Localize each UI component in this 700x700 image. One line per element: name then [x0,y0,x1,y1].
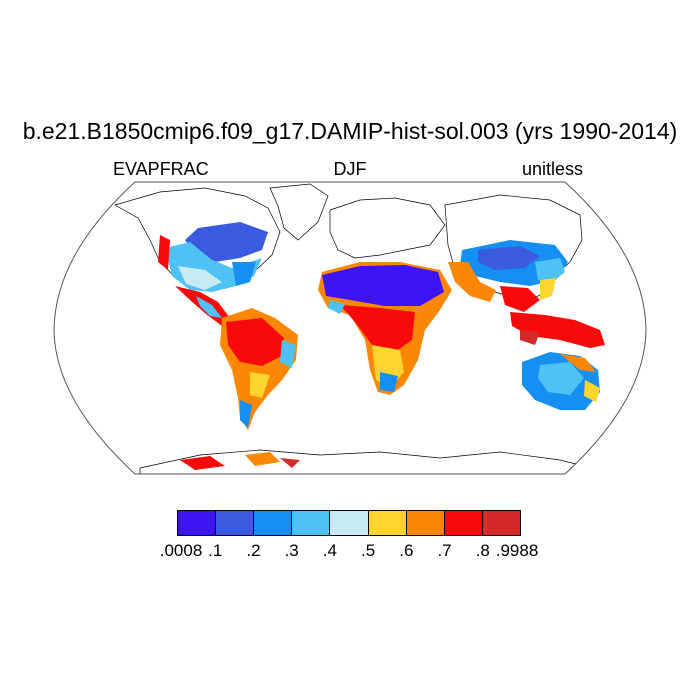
europe-outline [329,197,446,259]
asia-region [444,194,583,312]
south-america-region [220,308,298,430]
page-title: b.e21.B1850cmip6.f09_g17.DAMIP-hist-sol.… [22,118,678,144]
africa-region [318,262,452,395]
colorbar-tick-label: .2 [246,541,261,560]
greenland-outline [269,183,329,241]
indonesia-region [510,312,605,348]
colorbar-tick-label: .8 [475,541,490,560]
units-label: unitless [522,159,584,179]
colorbar [177,510,521,536]
variable-label: EVAPFRAC [113,159,209,179]
colorbar-box [254,511,293,535]
north-america-region [114,187,281,326]
australia-region [522,352,600,410]
colorbar-box [444,511,483,535]
colorbar-box [292,511,331,535]
colorbar-tick-label: .6 [399,541,414,560]
colorbar-box [330,511,369,535]
colorbar-tick-label: .9988 [495,541,539,560]
colorbar-tick-label: .3 [284,541,299,560]
antarctica-region [139,449,601,474]
colorbar-tick-label: .1 [208,541,223,560]
colorbar-box [482,511,520,535]
colorbar-box [368,511,407,535]
colorbar-tick-label: .4 [322,541,337,560]
colorbar-box [216,511,255,535]
colorbar-box [406,511,445,535]
season-label: DJF [333,159,367,179]
colorbar-tick-label: .5 [361,541,376,560]
colorbar-tick-label: .7 [437,541,452,560]
colorbar-box [178,511,217,535]
colorbar-tick-label: .0008 [159,541,203,560]
